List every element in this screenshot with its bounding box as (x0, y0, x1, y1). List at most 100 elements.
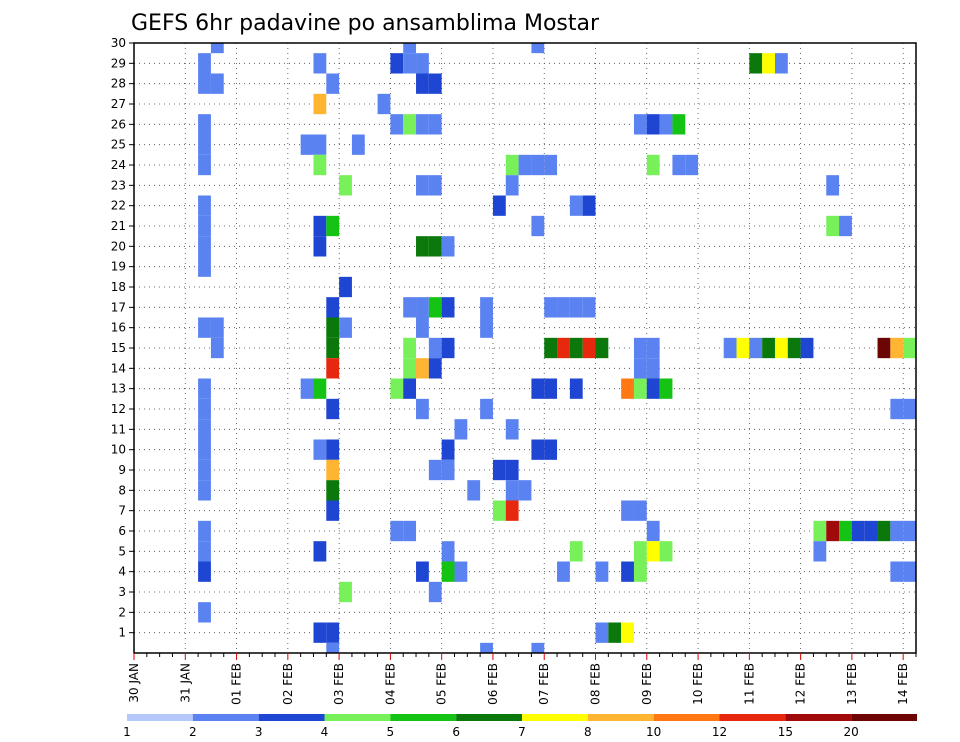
heatmap-cell (441, 337, 455, 359)
heatmap-cell (557, 337, 570, 359)
colorbar-label: 4 (321, 725, 329, 739)
chart-title: GEFS 6hr padavine po ansamblima Mostar (131, 11, 600, 36)
heatmap-cell (633, 114, 647, 135)
heatmap-cell (326, 642, 340, 653)
colorbar-swatch (719, 714, 786, 721)
heatmap-cell (428, 358, 442, 379)
heatmap-cell (659, 378, 673, 399)
y-tick-label: 6 (118, 524, 126, 538)
heatmap-cell (300, 134, 314, 155)
heatmap-cell (441, 236, 455, 257)
heatmap-cell (428, 297, 442, 318)
x-tick-label: 06 FEB (486, 663, 500, 705)
heatmap-cell (505, 175, 519, 196)
colorbar-swatch (653, 714, 720, 721)
y-tick-label: 20 (111, 239, 126, 253)
heatmap-cell (723, 337, 737, 359)
y-tick-label: 14 (111, 361, 126, 375)
heatmap-cell (198, 602, 211, 623)
heatmap-cell (198, 134, 211, 155)
heatmap-cell (198, 561, 211, 582)
colorbar-label: 20 (844, 725, 859, 739)
heatmap-cell (903, 520, 916, 542)
y-tick-label: 23 (111, 178, 126, 192)
heatmap-cell (403, 43, 417, 54)
heatmap-cell (351, 134, 365, 155)
y-tick-label: 7 (118, 504, 126, 518)
heatmap-cell (646, 337, 660, 359)
colorbar-label: 2 (189, 725, 197, 739)
heatmap-cell (313, 439, 327, 460)
heatmap-cell (633, 337, 647, 359)
colorbar-swatch (390, 714, 457, 721)
heatmap-cell (903, 561, 916, 582)
heatmap-cell (531, 154, 545, 176)
x-tick-label: 11 FEB (742, 663, 756, 705)
heatmap-cell (851, 520, 865, 542)
x-tick-label: 04 FEB (383, 663, 397, 705)
heatmap-cell (621, 622, 634, 643)
heatmap-cell (416, 358, 429, 379)
colorbar-swatch (522, 714, 588, 721)
heatmap-cell (313, 378, 327, 399)
colorbar-label: 10 (646, 725, 661, 739)
heatmap-cell (762, 337, 775, 359)
heatmap-cell (480, 297, 493, 318)
y-tick-label: 28 (111, 77, 126, 91)
y-tick-label: 18 (111, 280, 126, 294)
heatmap-cell (480, 398, 493, 420)
heatmap-cell (480, 317, 493, 338)
heatmap-cell (582, 195, 596, 216)
heatmap-cell (531, 215, 545, 237)
heatmap-cell (441, 561, 455, 582)
y-tick-label: 27 (111, 97, 126, 111)
heatmap-cell (198, 398, 211, 420)
heatmap-cell (403, 378, 417, 399)
heatmap-cell (428, 337, 442, 359)
heatmap-cell (839, 215, 852, 237)
heatmap-cell (633, 561, 647, 582)
colorbar-label: 12 (712, 725, 727, 739)
heatmap-cell (621, 378, 634, 399)
heatmap-cell (800, 337, 814, 359)
heatmap-cell (890, 398, 904, 420)
heatmap-cell (339, 317, 352, 338)
heatmap-cell (313, 134, 327, 155)
heatmap-cell (633, 541, 647, 562)
heatmap-cell (557, 297, 570, 318)
heatmap-cell (326, 215, 340, 237)
y-tick-label: 5 (118, 544, 126, 558)
heatmap-cell (390, 378, 404, 399)
heatmap-cell (198, 520, 211, 542)
y-tick-label: 24 (111, 158, 126, 172)
heatmap-cell (569, 378, 583, 399)
heatmap-cell (326, 73, 340, 94)
heatmap-cell (672, 114, 686, 135)
y-tick-label: 15 (111, 341, 126, 355)
heatmap-cell (903, 337, 916, 359)
heatmap-cell (569, 337, 583, 359)
y-tick-label: 17 (111, 300, 126, 314)
heatmap-cell (403, 53, 417, 74)
heatmap-cell (428, 114, 442, 135)
heatmap-cell (646, 358, 660, 379)
y-tick-label: 12 (111, 402, 126, 416)
heatmap-cell (505, 419, 519, 440)
y-axis: 1234567891011121314151617181920212223242… (111, 36, 134, 640)
heatmap-cell (544, 439, 558, 460)
y-tick-label: 30 (111, 36, 126, 50)
heatmap-cell (813, 520, 827, 542)
heatmap-cell (608, 622, 622, 643)
heatmap-cell (544, 154, 558, 176)
heatmap-cell (621, 561, 634, 582)
y-tick-label: 26 (111, 117, 126, 131)
heatmap-cell (659, 541, 673, 562)
heatmap-cell (582, 337, 596, 359)
heatmap-cell (198, 419, 211, 440)
x-tick-label: 14 FEB (896, 663, 910, 705)
x-axis: 30 JAN 31 JAN 01 FEB 02 FEB 03 FEB 04 FEB 05 F… (127, 653, 917, 705)
heatmap-cell (428, 236, 442, 257)
y-tick-label: 1 (118, 626, 126, 640)
heatmap-cell (646, 114, 660, 135)
heatmap-cell (646, 520, 660, 542)
